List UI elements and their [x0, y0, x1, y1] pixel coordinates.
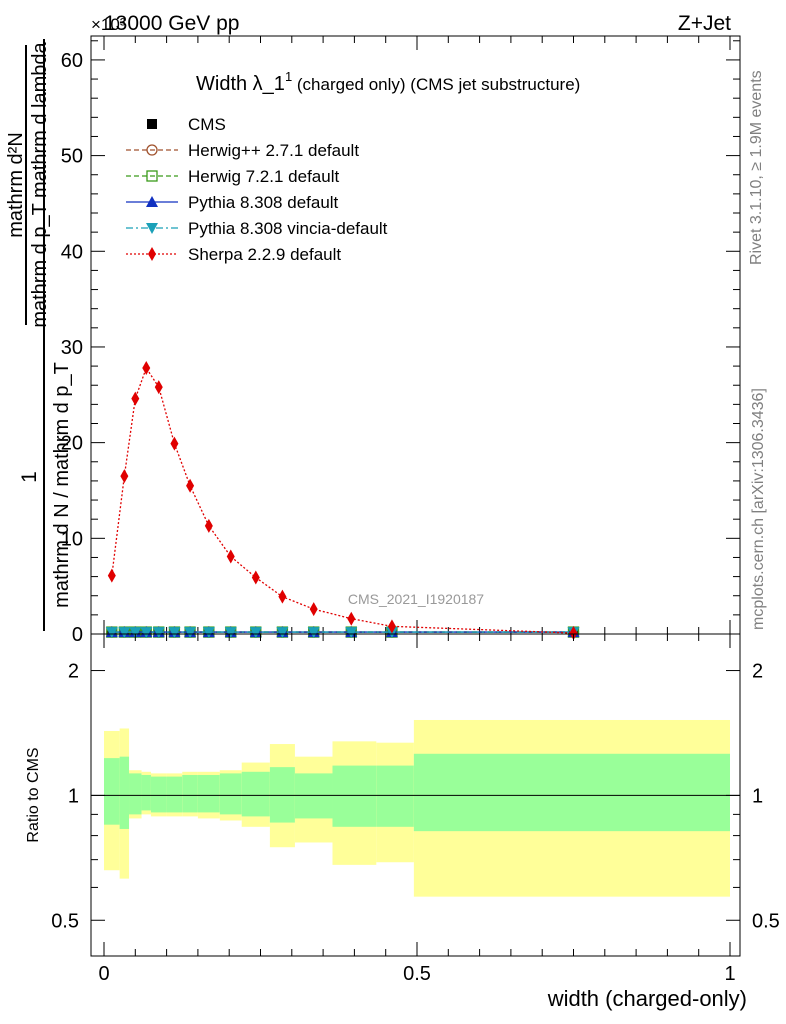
ratio-y-tick-label-right: 0.5	[752, 910, 780, 932]
main-plot: 0 10 20 30 40 50 60 CMS_2021_I1920187 Width λ_…	[61, 35, 741, 646]
process-label: Z+Jet	[678, 12, 731, 35]
data-point-sherpa-2-2-9-default	[226, 549, 235, 564]
data-point-pythia-8-308-vincia-default	[345, 627, 358, 639]
data-point-pythia-8-308-vincia-default	[140, 627, 153, 639]
main-y-ticks: 0 10 20 30 40 50 60	[61, 40, 740, 646]
data-point-sherpa-2-2-9-default	[186, 478, 195, 493]
legend: CMS Herwig++ 2.7.1 default Herwig 7.2.1 de…	[126, 115, 388, 264]
series-line-sherpa-2-2-9-default	[111, 366, 574, 634]
main-y-tick-label: 10	[61, 528, 83, 550]
data-point-sherpa-2-2-9-default	[347, 611, 356, 626]
legend-label-pythia-8-308-default: Pythia 8.308 default	[188, 193, 339, 212]
data-point-sherpa-2-2-9-default	[204, 518, 213, 533]
ratio-band-green	[269, 767, 295, 823]
main-series	[105, 361, 580, 641]
plot-title-sup: 1	[285, 69, 292, 84]
legend-label-herwig-2-7-1-default: Herwig++ 2.7.1 default	[188, 141, 359, 160]
y-label-inner-numerator: mathrm d²N	[5, 132, 27, 238]
ratio-y-axis-label: Ratio to CMS	[25, 747, 42, 842]
ratio-band-green	[150, 776, 167, 813]
ratio-y-tick-label: 0.5	[51, 910, 79, 932]
data-point-pythia-8-308-vincia-default	[152, 627, 165, 639]
legend-marker-herwig-2-7-1-default	[146, 144, 158, 156]
y-multiplier-label: ×10³	[91, 15, 126, 34]
data-point-sherpa-2-2-9-default	[170, 436, 179, 451]
main-y-axis-label: 1 mathrm d N / mathrm d p_T mathrm d²N m…	[5, 39, 73, 631]
y-label-denominator: mathrm d N / mathrm d p_T	[51, 362, 73, 608]
plot-title: Width λ_11 (charged only) (CMS jet subst…	[196, 69, 580, 95]
data-point-pythia-8-308-vincia-default	[202, 627, 215, 639]
data-point-sherpa-2-2-9-default	[251, 570, 260, 585]
y-label-inner-denominator: mathrm d p_T mathrm d lambda	[29, 41, 51, 327]
ratio-y-tick-label: 1	[68, 785, 79, 807]
ratio-y-ticks: 0.5 0.5 1 1 2 2	[51, 661, 780, 933]
legend-marker-pythia-8-308-vincia-default	[146, 223, 158, 234]
x-tick-label: 0	[98, 963, 109, 985]
data-point-pythia-8-308-vincia-default	[168, 627, 181, 639]
main-y-tick-label: 60	[61, 50, 83, 72]
ratio-plot: 0.5 0.51 12 2 0 0.5 1 Ratio to CMS width (cha…	[25, 633, 780, 1011]
ratio-band-green	[294, 773, 333, 819]
ratio-band-green	[141, 774, 151, 811]
ratio-y-tick-label-right: 2	[752, 661, 763, 683]
ratio-bands	[104, 719, 730, 897]
main-y-tick-label: 0	[72, 624, 83, 646]
ratio-x-ticks: 0 0.5 1	[98, 634, 736, 985]
data-point-pythia-8-308-vincia-default	[184, 627, 197, 639]
plot-title-rest: (charged only) (CMS jet substructure)	[292, 75, 580, 94]
ratio-band-green	[104, 758, 120, 825]
ratio-band-green	[197, 774, 220, 813]
ratio-band-green	[332, 765, 377, 827]
legend-label-sherpa-2-2-9-default: Sherpa 2.2.9 default	[188, 245, 341, 264]
ratio-band-green	[219, 773, 242, 815]
data-point-sherpa-2-2-9-default	[387, 619, 396, 634]
legend-label-pythia-8-308-vincia-default: Pythia 8.308 vincia-default	[188, 219, 388, 238]
data-point-pythia-8-308-vincia-default	[118, 627, 131, 639]
data-point-sherpa-2-2-9-default	[120, 469, 129, 484]
main-x-ticks	[103, 36, 731, 634]
data-point-sherpa-2-2-9-default	[569, 626, 578, 641]
main-y-tick-label: 50	[61, 146, 83, 168]
ratio-y-tick-label: 2	[68, 661, 79, 683]
data-point-pythia-8-308-vincia-default	[276, 627, 289, 639]
data-point-pythia-8-308-vincia-default	[129, 627, 142, 639]
main-y-tick-label: 30	[61, 337, 83, 359]
analysis-watermark: CMS_2021_I1920187	[348, 591, 484, 607]
data-point-sherpa-2-2-9-default	[131, 391, 140, 406]
data-point-pythia-8-308-vincia-default	[307, 627, 320, 639]
data-point-sherpa-2-2-9-default	[309, 602, 318, 617]
ratio-band-green	[182, 774, 198, 813]
legend-marker-herwig-7-2-1-default	[146, 170, 158, 182]
data-point-pythia-8-308-vincia-default	[224, 627, 237, 639]
ratio-y-tick-label-right: 1	[752, 785, 763, 807]
data-point-sherpa-2-2-9-default	[107, 568, 116, 583]
ratio-band-green	[413, 753, 730, 832]
legend-marker-pythia-8-308-default	[146, 196, 158, 207]
data-point-sherpa-2-2-9-default	[142, 361, 151, 376]
x-tick-label: 0.5	[403, 963, 431, 985]
legend-marker-cms	[147, 119, 157, 129]
ratio-band-green	[119, 756, 130, 829]
mcplots-label: mcplots.cern.ch [arXiv:1306.3436]	[750, 388, 767, 630]
data-point-sherpa-2-2-9-default	[278, 589, 287, 604]
ratio-band-green	[129, 773, 142, 815]
rivet-version-label: Rivet 3.1.10, ≥ 1.9M events	[748, 70, 765, 265]
legend-label-cms: CMS	[188, 115, 226, 134]
ratio-band-green	[241, 771, 270, 817]
data-point-pythia-8-308-vincia-default	[105, 627, 118, 639]
legend-label-herwig-7-2-1-default: Herwig 7.2.1 default	[188, 167, 339, 186]
x-tick-label: 1	[724, 963, 735, 985]
energy-label: 13000 GeV pp	[104, 12, 239, 35]
data-point-pythia-8-308-vincia-default	[249, 627, 262, 639]
ratio-band-green	[376, 765, 414, 827]
data-point-sherpa-2-2-9-default	[154, 380, 163, 395]
ratio-band-green	[166, 776, 183, 813]
legend-marker-sherpa-2-2-9-default	[148, 247, 156, 261]
x-axis-label: width (charged-only)	[547, 986, 747, 1011]
main-y-tick-label: 40	[61, 241, 83, 263]
main-y-tick-label: 20	[61, 433, 83, 455]
y-label-numerator-one: 1	[18, 471, 41, 483]
plot-title-main: Width λ_1	[196, 73, 285, 95]
